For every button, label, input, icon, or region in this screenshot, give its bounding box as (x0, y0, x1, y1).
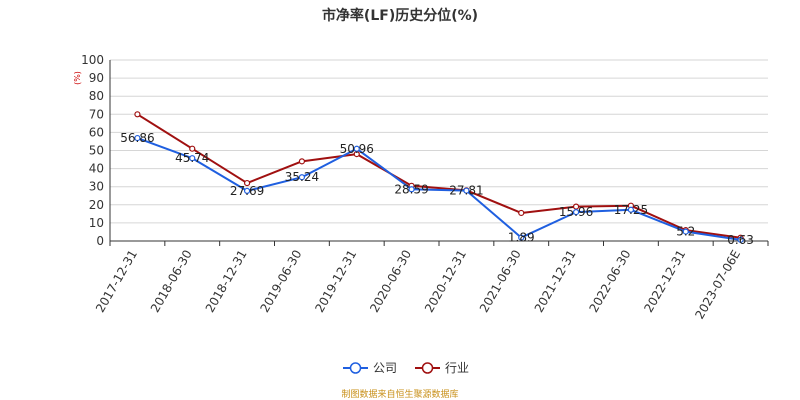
data-label: 27.81 (449, 184, 483, 198)
chart-title: 市净率(LF)历史分位(%) (322, 7, 478, 24)
x-tick-label: 2018-12-31 (203, 247, 250, 314)
data-label: 5.2 (676, 225, 695, 239)
data-point-industry (243, 179, 251, 187)
x-tick-label: 2020-12-31 (422, 247, 469, 314)
x-tick-label: 2023-07-06E (692, 248, 743, 322)
data-point-industry (134, 111, 141, 118)
data-point-company (518, 234, 525, 241)
data-point-company (737, 236, 744, 243)
data-label: 50.96 (340, 142, 374, 156)
x-tick-label: 2021-06-30 (477, 248, 524, 315)
legend-marker (421, 362, 434, 374)
data-label: 28.59 (394, 182, 428, 196)
data-label: 17.25 (614, 203, 648, 217)
y-tick-label: 40 (89, 162, 104, 176)
data-point-company (189, 155, 196, 162)
data-point-company (572, 209, 580, 216)
data-label: 45.74 (175, 151, 209, 165)
legend-label: 公司 (373, 361, 397, 375)
data-point-company (408, 186, 415, 193)
x-tick-label: 2022-06-30 (587, 248, 634, 315)
legend-item-company[interactable]: 公司 (343, 361, 397, 375)
y-tick-label: 20 (89, 198, 104, 212)
y-axis-unit: (%) (73, 71, 82, 85)
x-tick-label: 2017-12-31 (93, 248, 140, 315)
series-line-industry (136, 113, 741, 239)
legend-marker (349, 362, 362, 374)
data-point-industry (189, 145, 196, 152)
legend[interactable]: 公司 行业 (343, 361, 469, 375)
x-tick-label: 2018-06-30 (148, 248, 195, 315)
grid-lines (110, 59, 768, 224)
x-tick-label: 2021-12-31 (532, 248, 579, 315)
data-point-industry (518, 209, 525, 217)
data-labels: 56.86 45.74 27.69 35.24 50.96 28.59 27.81 1.89 1… (120, 131, 754, 247)
data-label: 15.96 (559, 205, 593, 219)
y-tick-label: 60 (89, 125, 104, 139)
data-point-company (682, 228, 689, 235)
data-point-company (243, 187, 251, 194)
data-label: 1.89 (508, 231, 535, 245)
data-point-industry (298, 158, 306, 165)
series-line-company (137, 137, 741, 241)
data-point-company (463, 187, 470, 194)
data-point-company (627, 206, 635, 213)
x-tick-label: 2019-06-30 (258, 248, 305, 315)
x-tick-label: 2019-12-31 (312, 248, 359, 315)
data-label: 35.24 (285, 170, 319, 184)
x-tick-label: 2022-12-31 (641, 248, 688, 315)
data-label: 27.69 (230, 184, 264, 198)
y-tick-label: 70 (89, 107, 104, 121)
y-tick-label: 50 (89, 144, 104, 158)
legend-label: 行业 (445, 361, 469, 375)
y-tick-label: 90 (89, 71, 104, 85)
legend-item-industry[interactable]: 行业 (415, 361, 469, 375)
data-point-company (298, 174, 306, 181)
y-tick-label: 10 (89, 216, 104, 230)
data-point-company (134, 134, 141, 142)
series-layer (134, 111, 744, 243)
data-point-company (353, 145, 360, 152)
y-tick-label: 100 (81, 53, 104, 67)
y-tick-label: 80 (89, 89, 104, 103)
data-label: 0.63 (727, 233, 754, 247)
data-label: 56.86 (120, 131, 154, 145)
y-tick-label: 0 (96, 234, 104, 248)
y-tick-label: 30 (89, 180, 104, 194)
source-note: 制图数据来自恒生聚源数据库 (341, 388, 458, 400)
x-tick-label: 2020-06-30 (367, 248, 414, 315)
